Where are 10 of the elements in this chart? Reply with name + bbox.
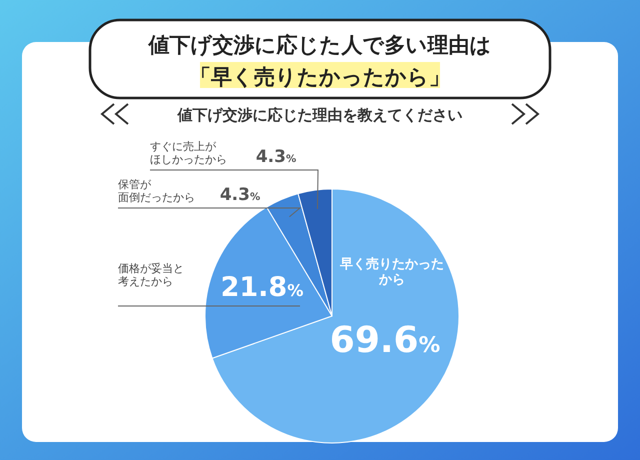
slice-label: 早く売りたかったから [339,257,444,288]
slice-label: 価格が妥当と考えたから [118,262,184,288]
data-label: 4.3% [220,185,260,205]
data-label: 21.8% [220,272,304,303]
slice-label: すぐに売上がほしかったから [150,140,227,166]
chart-title: 値下げ交渉に応じた人で多い理由は「早く売りたかったから」 [148,33,492,89]
data-label: 69.6% [330,320,440,361]
chart-subtitle: 値下げ交渉に応じた理由を教えてください [176,106,462,124]
slice-label: 保管が面倒だったから [118,178,195,204]
data-label: 4.3% [256,147,296,167]
